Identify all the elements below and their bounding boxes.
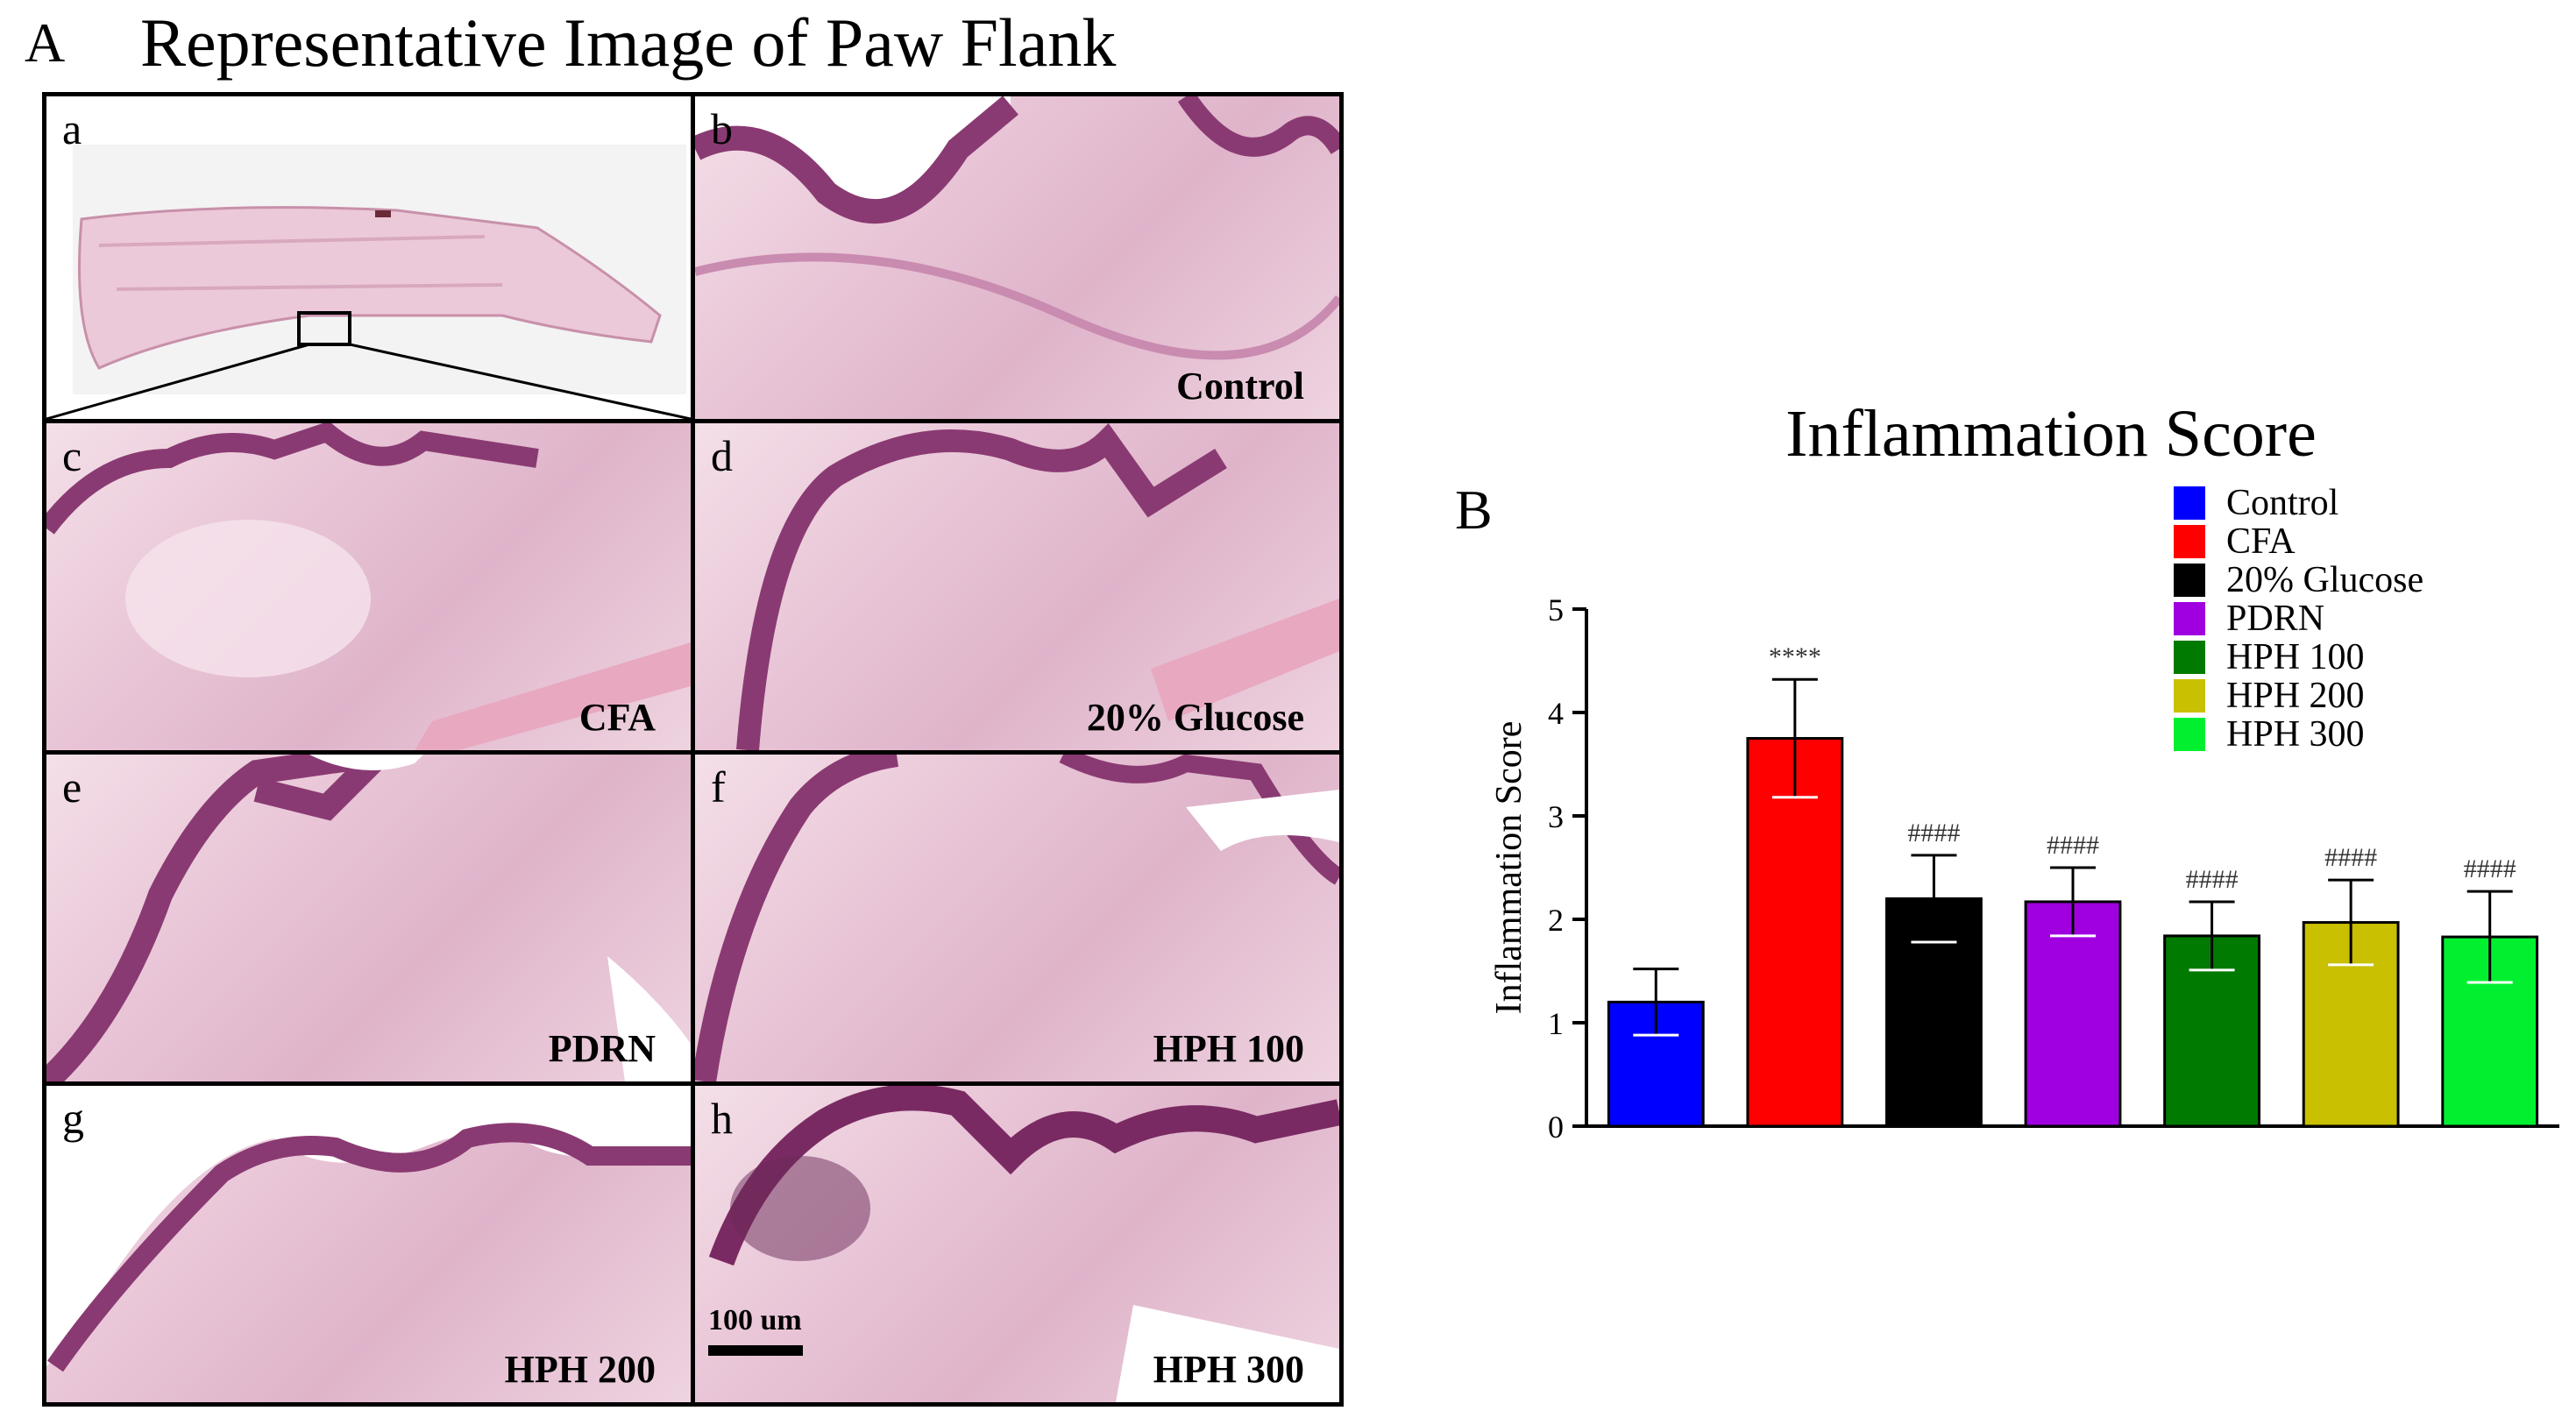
y-tick-label: 0 bbox=[1548, 1110, 1564, 1145]
significance-label: #### bbox=[1907, 819, 1960, 847]
legend-label: HPH 100 bbox=[2226, 637, 2365, 677]
tile-label: 20% Glucose bbox=[1086, 696, 1304, 739]
tile-label: HPH 100 bbox=[1153, 1027, 1304, 1070]
significance-label: #### bbox=[2324, 843, 2377, 872]
significance-label: #### bbox=[2186, 865, 2239, 894]
tissue-image bbox=[695, 96, 1339, 360]
scale-bar-label: 100 um bbox=[708, 1304, 802, 1336]
tile-letter: a bbox=[62, 104, 82, 153]
tissue-image bbox=[695, 755, 1339, 1081]
tissue-image bbox=[46, 1086, 691, 1372]
legend-swatch bbox=[2174, 486, 2205, 520]
legend-label: HPH 200 bbox=[2226, 676, 2365, 716]
tile-letter: f bbox=[711, 762, 726, 812]
y-tick-label: 4 bbox=[1548, 696, 1564, 731]
histology-title: Representative Image of Paw Flank bbox=[140, 4, 1117, 81]
y-tick-label: 3 bbox=[1548, 799, 1564, 834]
legend-swatch bbox=[2174, 525, 2205, 558]
histology-tile-g: g HPH 200 bbox=[42, 1081, 695, 1407]
bar-pdrn bbox=[2024, 900, 2122, 1128]
tissue-image bbox=[736, 423, 1339, 750]
histology-tile-a: a bbox=[42, 92, 695, 423]
panel-b-letter: B bbox=[1455, 479, 1493, 541]
histology-grid: a b Control c CFA d 20% Glucose bbox=[42, 92, 1344, 1407]
legend-label: CFA bbox=[2226, 521, 2296, 562]
legend-label: Control bbox=[2226, 483, 2338, 523]
y-tick-label: 1 bbox=[1548, 1006, 1564, 1041]
bar-20-glucose bbox=[1885, 897, 1983, 1128]
panel-a-letter: A bbox=[25, 11, 66, 74]
histology-tile-e: e PDRN bbox=[42, 750, 695, 1086]
tile-label: CFA bbox=[578, 696, 656, 739]
scale-bar bbox=[708, 1345, 803, 1356]
overview-section-image bbox=[46, 145, 691, 419]
tile-label: HPH 300 bbox=[1153, 1348, 1304, 1391]
tissue-image bbox=[46, 423, 691, 750]
tile-label: HPH 200 bbox=[504, 1348, 656, 1391]
legend-label: PDRN bbox=[2226, 599, 2324, 639]
tile-label: PDRN bbox=[548, 1027, 656, 1070]
histology-tile-f: f HPH 100 bbox=[691, 750, 1344, 1086]
legend-label: HPH 300 bbox=[2226, 714, 2365, 755]
significance-label: **** bbox=[1769, 642, 1821, 671]
tile-letter: h bbox=[711, 1094, 733, 1143]
tile-letter: c bbox=[62, 431, 82, 480]
y-axis-label: Inflammation Score bbox=[1489, 721, 1529, 1015]
histology-tile-b: b Control bbox=[691, 92, 1344, 423]
chart-title: Inflammation Score bbox=[1785, 397, 2317, 471]
tile-letter: d bbox=[711, 431, 733, 480]
legend-swatch bbox=[2174, 718, 2205, 751]
y-tick-label: 5 bbox=[1548, 592, 1564, 627]
tile-letter: g bbox=[62, 1094, 84, 1143]
tile-letter: b bbox=[711, 104, 733, 153]
y-tick-label: 2 bbox=[1548, 903, 1564, 938]
histology-tile-c: c CFA bbox=[42, 419, 695, 755]
legend-swatch bbox=[2174, 641, 2205, 674]
legend-label: 20% Glucose bbox=[2226, 560, 2423, 600]
legend-swatch bbox=[2174, 679, 2205, 712]
tissue-image bbox=[46, 755, 691, 1081]
tile-label: Control bbox=[1176, 365, 1304, 408]
legend-swatch bbox=[2174, 564, 2205, 597]
tile-letter: e bbox=[62, 762, 82, 812]
significance-label: #### bbox=[2464, 854, 2516, 883]
histology-tile-d: d 20% Glucose bbox=[691, 419, 1344, 755]
significance-label: #### bbox=[2047, 831, 2099, 860]
legend-swatch bbox=[2174, 602, 2205, 635]
tissue-image bbox=[708, 1086, 1339, 1402]
